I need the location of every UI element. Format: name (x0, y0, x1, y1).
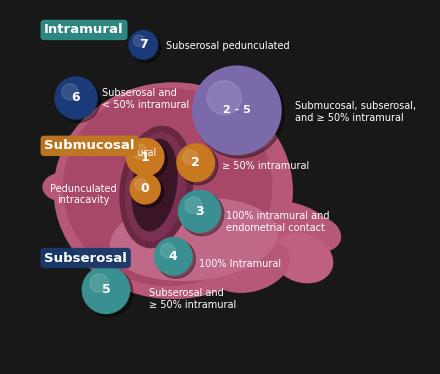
Text: 2: 2 (191, 156, 200, 169)
Circle shape (132, 176, 164, 207)
Ellipse shape (271, 233, 333, 283)
Text: Intramural: Intramural (44, 24, 124, 36)
Circle shape (176, 143, 215, 182)
Circle shape (129, 173, 161, 205)
Circle shape (179, 146, 218, 185)
Circle shape (178, 190, 221, 233)
Text: 7: 7 (139, 39, 148, 51)
Text: 0: 0 (141, 183, 150, 195)
Circle shape (128, 30, 158, 60)
Circle shape (82, 266, 130, 314)
Text: Submucosal, subserosal,
and ≥ 50% intramural: Submucosal, subserosal, and ≥ 50% intram… (295, 101, 416, 123)
Circle shape (133, 35, 145, 46)
Text: Subserosal and
≥ 50% intramural: Subserosal and ≥ 50% intramural (149, 288, 236, 310)
Circle shape (132, 144, 147, 159)
Text: 3: 3 (195, 205, 204, 218)
Circle shape (57, 79, 100, 122)
Circle shape (154, 237, 193, 276)
Text: < 50% intramural: < 50% intramural (69, 148, 156, 158)
Ellipse shape (132, 139, 178, 232)
Circle shape (126, 138, 165, 177)
Text: Subserosal: Subserosal (44, 252, 127, 264)
Text: 2 - 5: 2 - 5 (223, 105, 251, 115)
Ellipse shape (42, 172, 87, 202)
Circle shape (180, 192, 224, 236)
Text: 100% Intramural: 100% Intramural (199, 259, 282, 269)
Text: Submucosal: Submucosal (44, 140, 135, 152)
Ellipse shape (54, 82, 293, 299)
Circle shape (161, 243, 175, 258)
Ellipse shape (293, 215, 341, 252)
Circle shape (62, 84, 78, 100)
Ellipse shape (110, 198, 278, 281)
Text: 4: 4 (169, 250, 178, 263)
Text: 1: 1 (141, 151, 150, 163)
Circle shape (54, 76, 98, 120)
Circle shape (185, 197, 202, 214)
Text: Subserosal and
< 50% intramural: Subserosal and < 50% intramural (102, 88, 190, 110)
Text: 100% intramural and
endometrial contact: 100% intramural and endometrial contact (226, 211, 329, 233)
Ellipse shape (63, 88, 272, 286)
Ellipse shape (125, 132, 186, 242)
Circle shape (192, 65, 282, 155)
Circle shape (194, 68, 284, 158)
Circle shape (156, 239, 195, 278)
Circle shape (84, 268, 133, 317)
Circle shape (135, 178, 147, 190)
Ellipse shape (209, 238, 290, 293)
Text: 5: 5 (102, 283, 110, 296)
Ellipse shape (119, 126, 194, 248)
Text: 6: 6 (72, 92, 81, 104)
Circle shape (207, 81, 241, 115)
Text: Pedunculated
intracavity: Pedunculated intracavity (50, 184, 117, 205)
Ellipse shape (247, 201, 328, 244)
Circle shape (183, 150, 198, 165)
Circle shape (128, 140, 167, 179)
Circle shape (90, 274, 108, 292)
Circle shape (131, 33, 161, 62)
Text: ≥ 50% intramural: ≥ 50% intramural (222, 161, 309, 171)
Text: Subserosal pedunculated: Subserosal pedunculated (166, 41, 290, 51)
